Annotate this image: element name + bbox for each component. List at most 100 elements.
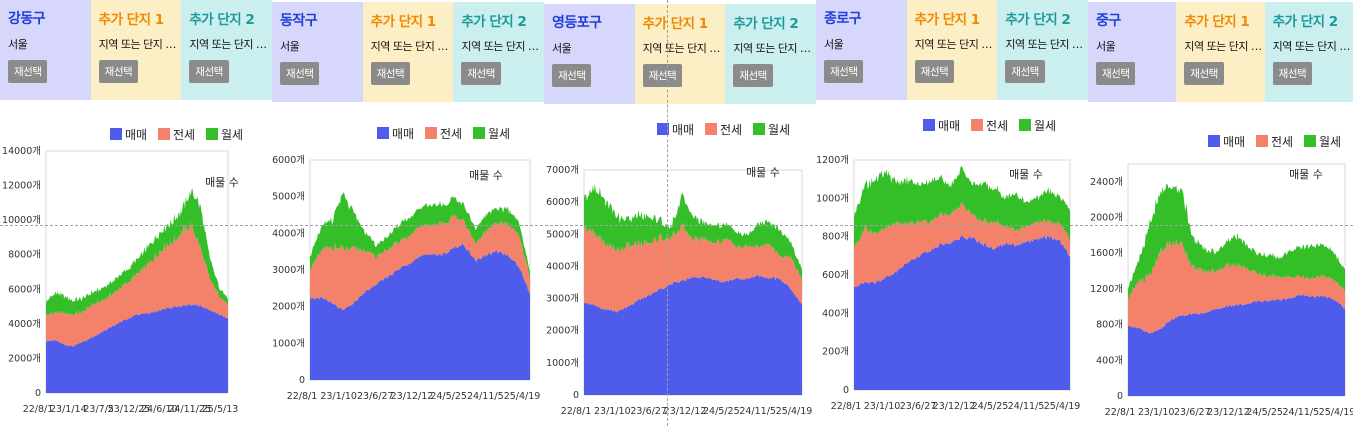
y-tick-label: 5000개 xyxy=(272,192,305,203)
x-tick-label: 23/6/27 xyxy=(900,401,937,412)
extra-slot-2[interactable]: 추가 단지 2 지역 또는 단지 … 재선택 xyxy=(181,0,273,100)
extra-slot-1[interactable]: 추가 단지 1 지역 또는 단지 … 재선택 xyxy=(906,0,998,100)
legend-label[interactable]: 전세 xyxy=(440,127,462,141)
legend-swatch[interactable] xyxy=(158,128,170,140)
reselect-button[interactable]: 재선택 xyxy=(98,60,139,83)
district-title: 종로구 xyxy=(824,11,862,27)
y-tick-label: 0 xyxy=(573,390,579,401)
legend-label[interactable]: 월세 xyxy=(1319,135,1341,149)
reselect-button[interactable]: 재선택 xyxy=(552,64,592,87)
extra-slot-1[interactable]: 추가 단지 1 지역 또는 단지 … 재선택 xyxy=(90,0,182,100)
panel-header: 영등포구 서울 재선택 추가 단지 1 지역 또는 단지 … 재선택 추가 단지… xyxy=(544,4,817,104)
y-tick-label: 200개 xyxy=(822,347,849,358)
y-tick-label: 4000개 xyxy=(8,319,41,330)
legend-swatch[interactable] xyxy=(1304,135,1316,147)
legend-label[interactable]: 매매 xyxy=(1223,135,1245,149)
y-tick-label: 5000개 xyxy=(546,229,579,240)
extra-slot-1-caption: 지역 또는 단지 … xyxy=(914,38,993,51)
extra-slot-1-title: 추가 단지 1 xyxy=(642,16,708,32)
legend-swatch[interactable] xyxy=(753,123,765,135)
reselect-button[interactable]: 재선택 xyxy=(1096,62,1136,85)
legend-swatch[interactable] xyxy=(1019,119,1031,131)
legend-swatch[interactable] xyxy=(971,119,983,131)
extra-slot-2[interactable]: 추가 단지 2 지역 또는 단지 … 재선택 xyxy=(997,0,1089,100)
legend-swatch[interactable] xyxy=(425,127,437,139)
legend-label[interactable]: 전세 xyxy=(1271,135,1293,149)
legend-swatch[interactable] xyxy=(1256,135,1268,147)
legend-swatch[interactable] xyxy=(923,119,935,131)
district-title: 중구 xyxy=(1096,13,1121,29)
extra-slot-2-title: 추가 단지 2 xyxy=(1005,12,1071,28)
y-tick-label: 2000개 xyxy=(546,326,579,337)
legend-label[interactable]: 전세 xyxy=(986,119,1008,133)
area-series-1 xyxy=(310,243,530,380)
district-column: 중구 서울 재선택 xyxy=(1088,2,1177,102)
legend-label[interactable]: 전세 xyxy=(173,128,195,142)
reselect-button[interactable]: 재선택 xyxy=(280,62,320,85)
x-tick-label: 23/7/5 xyxy=(83,404,114,415)
x-tick-label: 24/5/25 xyxy=(972,401,1009,412)
district-column: 강동구 서울 재선택 xyxy=(0,0,91,100)
reselect-button[interactable]: 재선택 xyxy=(1005,60,1045,83)
extra-slot-2[interactable]: 추가 단지 2 지역 또는 단지 … 재선택 xyxy=(725,4,817,104)
y-tick-label: 6000개 xyxy=(546,197,579,208)
legend-swatch[interactable] xyxy=(1208,135,1220,147)
x-tick-label: 23/12/12 xyxy=(933,401,976,412)
legend-swatch[interactable] xyxy=(473,127,485,139)
area-series-1 xyxy=(854,235,1070,390)
x-tick-label: 24/11/5 xyxy=(1283,407,1320,418)
extra-slot-1-title: 추가 단지 1 xyxy=(1184,14,1250,30)
reselect-button[interactable]: 재선택 xyxy=(824,60,864,83)
x-tick-label: 24/6/10 xyxy=(141,404,178,415)
extra-slot-1[interactable]: 추가 단지 1 지역 또는 단지 … 재선택 xyxy=(362,2,454,102)
legend-swatch[interactable] xyxy=(206,128,218,140)
legend-swatch[interactable] xyxy=(110,128,122,140)
x-tick-label: 22/8/1 xyxy=(1105,407,1136,418)
y-tick-label: 1000개 xyxy=(272,338,305,349)
extra-slot-1-title: 추가 단지 1 xyxy=(98,12,164,28)
x-tick-label: 23/12/12 xyxy=(664,406,707,417)
legend-label[interactable]: 월세 xyxy=(1034,119,1056,133)
extra-slot-2-caption: 지역 또는 단지 … xyxy=(1272,40,1351,53)
legend-label[interactable]: 월세 xyxy=(221,128,243,142)
extra-slot-1[interactable]: 추가 단지 1 지역 또는 단지 … 재선택 xyxy=(1176,2,1265,102)
x-tick-label: 23/6/27 xyxy=(357,391,394,402)
legend-label[interactable]: 월세 xyxy=(768,123,790,137)
extra-slot-1[interactable]: 추가 단지 1 지역 또는 단지 … 재선택 xyxy=(634,4,726,104)
y-tick-label: 0 xyxy=(35,388,41,399)
x-tick-label: 23/1/10 xyxy=(864,401,901,412)
extra-slot-2-caption: 지역 또는 단지 … xyxy=(1005,38,1083,51)
legend-swatch[interactable] xyxy=(705,123,717,135)
y-tick-label: 800개 xyxy=(1096,320,1123,331)
x-tick-label: 25/4/19 xyxy=(1319,407,1353,418)
reselect-button[interactable]: 재선택 xyxy=(1184,62,1224,85)
x-tick-label: 22/8/1 xyxy=(23,404,54,415)
legend-swatch[interactable] xyxy=(377,127,389,139)
reselect-button[interactable]: 재선택 xyxy=(914,60,955,83)
extra-slot-2[interactable]: 추가 단지 2 지역 또는 단지 … 재선택 xyxy=(1264,2,1353,102)
reselect-button[interactable]: 재선택 xyxy=(461,62,501,85)
reselect-button[interactable]: 재선택 xyxy=(1272,62,1313,85)
area-series-1 xyxy=(1128,293,1345,396)
district-panel: 동작구 서울 재선택 추가 단지 1 지역 또는 단지 … 재선택 추가 단지 … xyxy=(272,0,545,426)
y-tick-label: 7000개 xyxy=(546,165,579,176)
reselect-button[interactable]: 재선택 xyxy=(370,62,411,85)
area-series-3 xyxy=(46,188,228,318)
legend-label[interactable]: 매매 xyxy=(125,128,147,142)
legend-label[interactable]: 매매 xyxy=(938,119,960,133)
reselect-button[interactable]: 재선택 xyxy=(642,64,683,87)
legend-label[interactable]: 월세 xyxy=(488,127,510,141)
reselect-button[interactable]: 재선택 xyxy=(189,60,229,83)
legend-label[interactable]: 전세 xyxy=(720,123,742,137)
extra-slot-1-title: 추가 단지 1 xyxy=(914,12,980,28)
legend-swatch[interactable] xyxy=(657,123,669,135)
area-series-1 xyxy=(584,274,802,395)
reselect-button[interactable]: 재선택 xyxy=(733,64,773,87)
extra-slot-2[interactable]: 추가 단지 2 지역 또는 단지 … 재선택 xyxy=(453,2,545,102)
region-caption: 서울 xyxy=(824,38,844,51)
reselect-button[interactable]: 재선택 xyxy=(8,60,48,83)
legend-label[interactable]: 매매 xyxy=(672,123,694,137)
legend-label[interactable]: 매매 xyxy=(392,127,414,141)
x-tick-label: 25/4/19 xyxy=(504,391,541,402)
x-tick-label: 24/11/5 xyxy=(467,391,504,402)
